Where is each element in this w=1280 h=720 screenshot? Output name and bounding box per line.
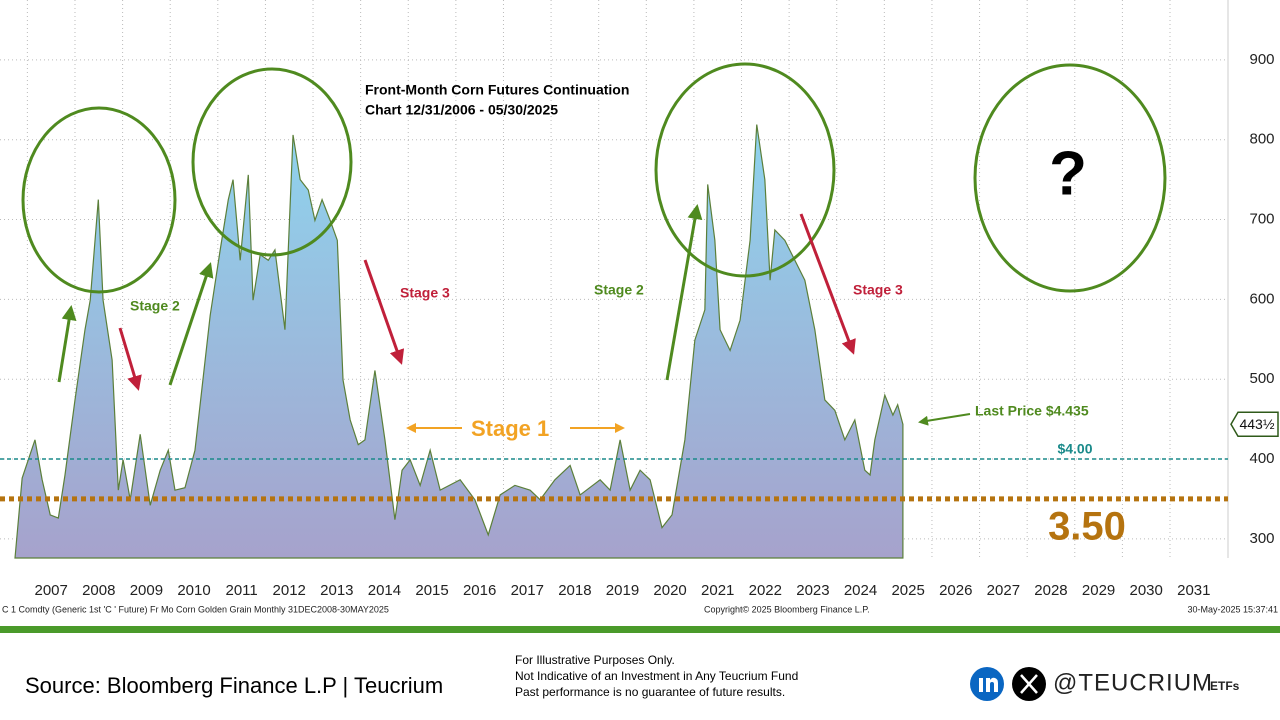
annotation: Stage 2 — [594, 282, 644, 298]
chart-title: Front-Month Corn Futures Continuation — [365, 82, 629, 98]
disclaimer: Not Indicative of an Investment in Any T… — [515, 669, 798, 683]
arrow — [363, 259, 405, 365]
circle — [21, 106, 177, 294]
x-tick-label: 2028 — [1034, 582, 1067, 599]
x-tick-label: 2018 — [558, 582, 591, 599]
circle — [973, 63, 1167, 293]
arrow — [168, 262, 214, 386]
arrow — [799, 213, 856, 355]
source: Source: Bloomberg Finance L.P | Teucrium — [25, 673, 443, 698]
circle — [191, 67, 353, 257]
x-tick-label: 2013 — [320, 582, 353, 599]
divider — [0, 626, 1280, 633]
x-tick-label: 2017 — [511, 582, 544, 599]
y-tick-label: 400 — [1249, 450, 1274, 467]
x-tick-label: 2007 — [34, 582, 67, 599]
x-tick-label: 2021 — [701, 582, 734, 599]
annotation: Stage 3 — [853, 282, 903, 298]
area — [14, 124, 904, 559]
brand: @TEUCRIUM — [1053, 669, 1213, 696]
y-tick-label: 500 — [1249, 370, 1274, 387]
x-tick-label: 2030 — [1130, 582, 1163, 599]
y-tick-label: 800 — [1249, 131, 1274, 148]
annotation: ? — [1049, 139, 1087, 208]
last-value-box — [1230, 411, 1279, 438]
x-tick-label: 2014 — [368, 582, 401, 599]
chart-subtitle: Chart 12/31/2006 - 05/30/2025 — [365, 102, 558, 118]
x-tick-label: 2025 — [891, 582, 924, 599]
header-left: C 1 Comdty (Generic 1st 'C ' Future) Fr … — [2, 604, 389, 614]
x-tick-label: 2012 — [273, 582, 306, 599]
x-tick-label: 2029 — [1082, 582, 1115, 599]
x-tick-label: 2020 — [653, 582, 686, 599]
x-tick-label: 2024 — [844, 582, 877, 599]
linkedin-glyph — [979, 677, 998, 692]
x-tick-label: 2026 — [939, 582, 972, 599]
x-tick-label: 2022 — [749, 582, 782, 599]
x-tick-label: 2010 — [177, 582, 210, 599]
x-tick-label: 2019 — [606, 582, 639, 599]
x-tick-label: 2031 — [1177, 582, 1210, 599]
arrow — [918, 413, 971, 426]
x-tick-label: 2027 — [987, 582, 1020, 599]
arrow — [665, 204, 703, 381]
circle — [654, 62, 836, 278]
x-tick-label: 2011 — [225, 582, 257, 599]
header-center: Copyright© 2025 Bloomberg Finance L.P. — [704, 604, 870, 614]
x-tick-label: 2023 — [796, 582, 829, 599]
arrow — [57, 305, 77, 383]
reference-label: 3.50 — [1048, 504, 1126, 548]
plot — [0, 124, 1228, 559]
annotation: Stage 2 — [130, 298, 180, 314]
annotations: Front-Month Corn Futures Continuation Ch… — [21, 62, 1167, 441]
reference-label: $4.00 — [1057, 441, 1092, 457]
x-tick-label: 2015 — [415, 582, 448, 599]
brand-suffix: ETFs — [1210, 679, 1240, 693]
x-glyph — [1020, 674, 1038, 694]
disclaimer: Past performance is no guarantee of futu… — [515, 685, 785, 699]
header-right: 30-May-2025 15:37:41 — [1187, 604, 1278, 614]
y-tick-label: 600 — [1249, 290, 1274, 307]
disclaimer: For Illustrative Purposes Only. — [515, 653, 675, 667]
x-tick-label: 2009 — [130, 582, 163, 599]
y-tick-label: 700 — [1249, 211, 1274, 228]
last-value-label: 443½ — [1239, 416, 1274, 432]
y-tick-label: 900 — [1249, 51, 1274, 68]
y-tick-label: 300 — [1249, 530, 1274, 547]
annotation: Stage 1 — [471, 416, 549, 441]
x-tick-label: 2016 — [463, 582, 496, 599]
annotation: Stage 3 — [400, 285, 450, 301]
arrow — [118, 327, 142, 391]
x-tick-label: 2008 — [82, 582, 115, 599]
annotation: Last Price $4.435 — [975, 403, 1089, 419]
